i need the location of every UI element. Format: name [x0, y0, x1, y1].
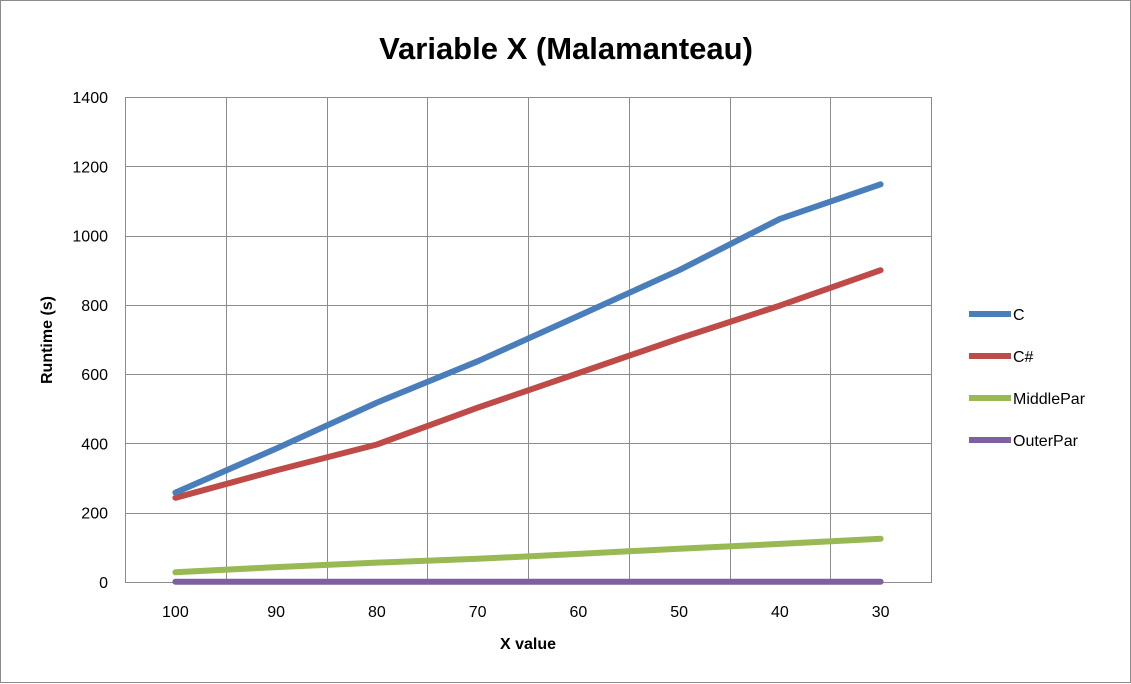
- y-tick-label: 600: [81, 367, 108, 384]
- series-lines: [172, 181, 884, 585]
- x-tick-label: 80: [368, 604, 386, 621]
- x-tick-label: 60: [569, 604, 587, 621]
- y-tick-label: 200: [81, 506, 108, 523]
- legend-label: C: [1013, 307, 1025, 324]
- y-tick-label: 800: [81, 298, 108, 315]
- y-tick-label: 1400: [72, 90, 108, 107]
- x-tick-label: 30: [872, 604, 890, 621]
- x-tick-label: 90: [267, 604, 285, 621]
- legend-label: OuterPar: [1013, 433, 1079, 450]
- y-axis-title: Runtime (s): [39, 296, 56, 384]
- y-tick-label: 1000: [72, 229, 108, 246]
- x-tick-label: 50: [670, 604, 688, 621]
- series-line-c-: [172, 267, 884, 501]
- x-tick-label: 40: [771, 604, 789, 621]
- y-tick-label: 0: [99, 575, 108, 592]
- series-line-c: [172, 181, 884, 496]
- series-line-middlepar: [172, 535, 884, 576]
- x-tick-label: 100: [162, 604, 189, 621]
- y-tick-label: 400: [81, 436, 108, 453]
- y-axis-ticks: 0 200 400 600 800 1000 1200 1400: [72, 90, 108, 592]
- x-axis-ticks: 100 90 80 70 60 50 40 30: [162, 604, 890, 621]
- chart-title: Variable X (Malamanteau): [379, 31, 753, 66]
- x-axis-title: X value: [500, 636, 556, 653]
- legend-label: C#: [1013, 349, 1034, 366]
- x-tick-label: 70: [469, 604, 487, 621]
- legend-label: MiddlePar: [1013, 391, 1086, 408]
- legend: C C# MiddlePar OuterPar: [969, 307, 1086, 450]
- y-tick-label: 1200: [72, 159, 108, 176]
